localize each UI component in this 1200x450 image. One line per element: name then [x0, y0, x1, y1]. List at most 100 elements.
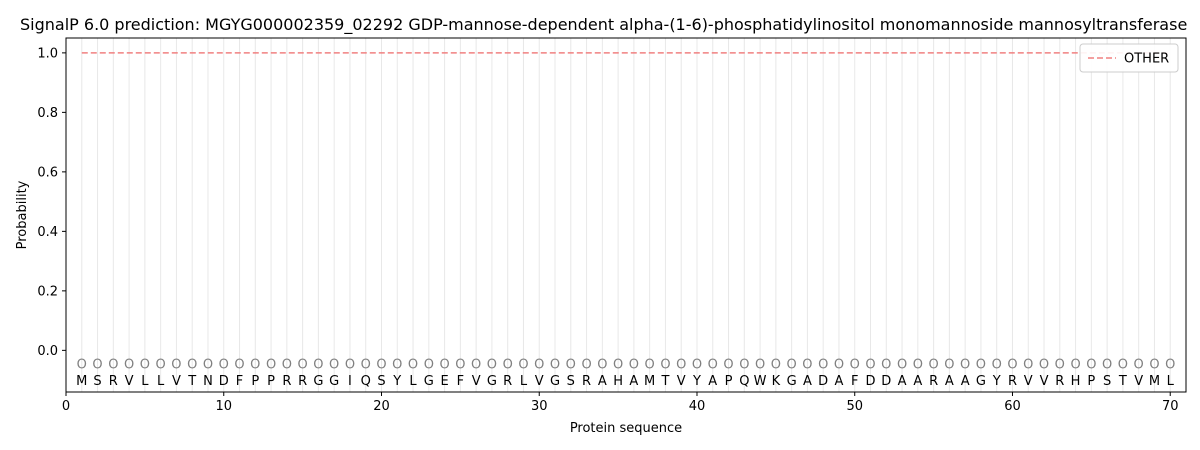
predicted-label: O: [581, 358, 591, 373]
sequence-residue: R: [298, 374, 307, 389]
sequence-residue: Y: [692, 374, 701, 389]
predicted-label: O: [1070, 358, 1080, 373]
predicted-label: O: [313, 358, 323, 373]
sequence-residue: V: [677, 374, 686, 389]
sequence-residue: A: [629, 374, 638, 389]
predicted-label: O: [976, 358, 986, 373]
sequence-residue: L: [1167, 374, 1175, 389]
x-tick-label: 20: [373, 399, 390, 414]
predicted-label: O: [660, 358, 670, 373]
sequence-residue: E: [440, 374, 448, 389]
sequence-residue: V: [1040, 374, 1049, 389]
predicted-label: O: [503, 358, 513, 373]
x-tick-label: 10: [215, 399, 232, 414]
sequence-residue: P: [725, 374, 733, 389]
predicted-label: O: [1102, 358, 1112, 373]
sequence-residue: T: [187, 374, 196, 389]
sequence-residue: R: [282, 374, 291, 389]
sequence-residue: V: [472, 374, 481, 389]
predicted-label: O: [708, 358, 718, 373]
predicted-label: O: [692, 358, 702, 373]
sequence-residue: I: [348, 374, 352, 389]
sequence-residue: S: [377, 374, 385, 389]
y-tick-label: 0.2: [37, 284, 58, 299]
predicted-label: O: [739, 358, 749, 373]
predicted-label: O: [361, 358, 371, 373]
sequence-residue: D: [219, 374, 229, 389]
sequence-residue: G: [424, 374, 434, 389]
sequence-residue: F: [236, 374, 243, 389]
sequence-residue: A: [835, 374, 844, 389]
y-tick-label: 0.8: [37, 106, 58, 121]
predicted-label: O: [376, 358, 386, 373]
sequence-residue: D: [881, 374, 891, 389]
sequence-residue: V: [125, 374, 134, 389]
plot-area: OMOSOROVOLOLOVOTONODOFOPOPOROROGOGOIOQOS…: [37, 37, 1187, 414]
predicted-label: O: [928, 358, 938, 373]
predicted-label: O: [897, 358, 907, 373]
sequence-residue: H: [613, 374, 623, 389]
y-tick-label: 0.4: [37, 225, 58, 240]
predicted-label: O: [439, 358, 449, 373]
predicted-label: O: [723, 358, 733, 373]
sequence-residue: R: [929, 374, 938, 389]
sequence-residue: R: [503, 374, 512, 389]
predicted-label: O: [234, 358, 244, 373]
y-tick-label: 0.0: [37, 344, 58, 359]
sequence-residue: A: [913, 374, 922, 389]
sequence-residue: R: [582, 374, 591, 389]
sequence-residue: V: [1134, 374, 1143, 389]
predicted-label: O: [77, 358, 87, 373]
predicted-label: O: [629, 358, 639, 373]
sequence-residue: A: [708, 374, 717, 389]
predicted-label: O: [613, 358, 623, 373]
predicted-label: O: [566, 358, 576, 373]
predicted-label: O: [1007, 358, 1017, 373]
predicted-label: O: [487, 358, 497, 373]
sequence-residue: Y: [392, 374, 401, 389]
sequence-residue: S: [567, 374, 575, 389]
x-tick-label: 0: [62, 399, 70, 414]
sequence-residue: G: [313, 374, 323, 389]
predicted-label: O: [1165, 358, 1175, 373]
predicted-label: O: [124, 358, 134, 373]
sequence-residue: V: [172, 374, 181, 389]
sequence-residue: A: [598, 374, 607, 389]
sequence-residue: M: [1149, 374, 1160, 389]
x-tick-label: 50: [846, 399, 863, 414]
sequence-residue: G: [329, 374, 339, 389]
sequence-residue: T: [1118, 374, 1127, 389]
predicted-label: O: [156, 358, 166, 373]
sequence-residue: P: [1087, 374, 1095, 389]
sequence-residue: L: [141, 374, 149, 389]
predicted-label: O: [550, 358, 560, 373]
predicted-label: O: [345, 358, 355, 373]
sequence-residue: P: [251, 374, 259, 389]
sequence-residue: G: [787, 374, 797, 389]
sequence-residue: G: [976, 374, 986, 389]
sequence-residue: R: [1055, 374, 1064, 389]
predicted-label: O: [787, 358, 797, 373]
predicted-label: O: [1149, 358, 1159, 373]
predicted-label: O: [676, 358, 686, 373]
sequence-residue: S: [93, 374, 101, 389]
predicted-label: O: [250, 358, 260, 373]
sequence-residue: L: [520, 374, 528, 389]
sequence-residue: M: [644, 374, 655, 389]
predicted-label: O: [771, 358, 781, 373]
sequence-residue: R: [1008, 374, 1017, 389]
predicted-label: O: [518, 358, 528, 373]
predicted-label: O: [329, 358, 339, 373]
legend-box: [1079, 43, 1179, 73]
predicted-label: O: [1118, 358, 1128, 373]
sequence-residue: T: [660, 374, 669, 389]
sequence-residue: K: [772, 374, 781, 389]
predicted-label: O: [455, 358, 465, 373]
sequence-residue: F: [851, 374, 858, 389]
predicted-label: O: [913, 358, 923, 373]
sequence-residue: W: [754, 374, 767, 389]
sequence-residue: A: [961, 374, 970, 389]
sequence-residue: H: [1071, 374, 1081, 389]
sequence-residue: L: [157, 374, 165, 389]
predicted-label: O: [298, 358, 308, 373]
